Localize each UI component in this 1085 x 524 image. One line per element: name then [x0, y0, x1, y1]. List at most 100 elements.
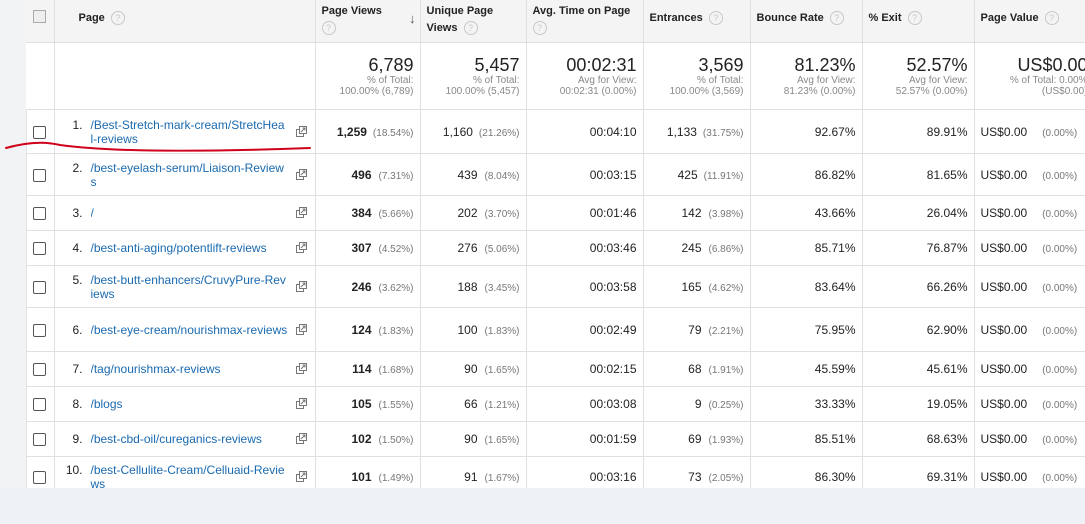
- popout-icon[interactable]: [295, 398, 307, 409]
- popout-icon[interactable]: [295, 125, 307, 137]
- row-checkbox[interactable]: [33, 168, 47, 182]
- row-checkbox[interactable]: [33, 125, 47, 139]
- col-avg-time[interactable]: Avg. Time on Page?: [526, 0, 644, 43]
- report-table-container: Page? Page Views? ↓ Unique Page Views? Av…: [26, 0, 1085, 488]
- row-select-cell[interactable]: [26, 109, 55, 154]
- bounce-rate-value: 86.82%: [814, 167, 856, 182]
- avg-time-cell: 00:01:46: [526, 195, 644, 231]
- row-select-cell[interactable]: [26, 153, 55, 196]
- col-entrances[interactable]: Entrances?: [643, 0, 751, 43]
- popout-icon[interactable]: [295, 363, 307, 374]
- row-number: 10.: [65, 462, 83, 477]
- entrances-value: 68: [688, 362, 702, 376]
- entrances-cell: 68 (1.91%): [643, 351, 751, 387]
- select-all-cell[interactable]: [26, 0, 55, 43]
- unique-page-views-pct: (21.26%): [478, 127, 520, 139]
- total-sub: % of Total: 0.00%: [1009, 75, 1085, 86]
- popout-icon[interactable]: [295, 433, 307, 444]
- page-link[interactable]: /best-eyelash-serum/Liaison-Reviews: [90, 160, 284, 189]
- row-checkbox[interactable]: [33, 242, 47, 256]
- row-checkbox[interactable]: [33, 323, 47, 337]
- popout-icon[interactable]: [295, 323, 307, 335]
- exit-cell: 81.65%: [862, 153, 975, 196]
- row-checkbox[interactable]: [33, 207, 47, 221]
- help-icon[interactable]: ?: [907, 11, 922, 25]
- col-page-value[interactable]: Page Value?: [974, 0, 1085, 43]
- row-checkbox[interactable]: [33, 363, 47, 377]
- page-value-pct: (0.00%): [1042, 244, 1078, 255]
- page-link[interactable]: /best-Cellulite-Cream/Celluaid-Reviews: [90, 462, 285, 489]
- help-icon[interactable]: ?: [321, 21, 336, 36]
- help-icon[interactable]: ?: [463, 21, 478, 36]
- avg-time-value: 00:03:15: [589, 167, 637, 182]
- row-select-cell[interactable]: [26, 456, 55, 488]
- row-checkbox[interactable]: [33, 470, 47, 484]
- page-link[interactable]: /best-cbd-oil/cureganics-reviews: [90, 432, 262, 446]
- col-exit-label: % Exit: [868, 12, 902, 24]
- row-select-cell[interactable]: [26, 351, 55, 387]
- page-link[interactable]: /best-eye-cream/nourishmax-reviews: [90, 322, 287, 337]
- help-icon[interactable]: ?: [708, 11, 723, 25]
- page-views-pct: (7.31%): [378, 170, 414, 182]
- page-views-cell: 246 (3.62%): [315, 265, 421, 308]
- table-row: 9. /best-cbd-oil/cureganics-reviews 102 (1.…: [26, 421, 1085, 457]
- popout-icon[interactable]: [295, 470, 307, 482]
- page-views-cell: 496 (7.31%): [315, 153, 421, 196]
- col-bounce-rate[interactable]: Bounce Rate?: [750, 0, 863, 43]
- help-icon[interactable]: ?: [1044, 11, 1059, 25]
- row-number: 5.: [72, 272, 83, 287]
- page-cell: 2. /best-eyelash-serum/Liaison-Reviews: [54, 153, 316, 196]
- col-page-views[interactable]: Page Views? ↓: [315, 0, 421, 43]
- page-link[interactable]: /tag/nourishmax-reviews: [90, 362, 221, 376]
- entrances-value: 1,133: [666, 124, 697, 139]
- bounce-rate-cell: 86.82%: [750, 153, 863, 196]
- unique-page-views-pct: (1.21%): [484, 400, 520, 411]
- page-views-pct: (1.49%): [378, 472, 414, 484]
- row-checkbox[interactable]: [33, 433, 47, 447]
- col-bounce-rate-label: Bounce Rate: [756, 12, 824, 24]
- page-link[interactable]: /blogs: [90, 397, 123, 411]
- unique-page-views-pct: (3.70%): [484, 209, 520, 220]
- row-select-cell[interactable]: [26, 265, 55, 308]
- total-sub: 100.00% (6,789): [339, 86, 414, 97]
- page-link[interactable]: /best-butt-enhancers/CruvyPure-Reviews: [90, 272, 286, 301]
- sort-desc-icon[interactable]: ↓: [409, 11, 416, 26]
- col-page[interactable]: Page?: [54, 0, 316, 43]
- popout-icon[interactable]: [295, 280, 307, 292]
- entrances-pct: (6.86%): [708, 244, 744, 255]
- page-link[interactable]: /Best-Stretch-mark-cream/StretcHeal-revi…: [90, 117, 285, 146]
- select-all-checkbox[interactable]: [33, 10, 47, 23]
- help-icon[interactable]: ?: [110, 11, 125, 25]
- page-value-cell: US$0.00 (0.00%): [974, 351, 1085, 387]
- avg-time-value: 00:02:15: [589, 362, 637, 376]
- exit-value: 19.05%: [926, 397, 968, 411]
- avg-time-cell: 00:03:46: [526, 230, 644, 266]
- page-link[interactable]: /best-anti-aging/potentlift-reviews: [90, 241, 267, 255]
- popout-icon[interactable]: [295, 168, 307, 180]
- row-select-cell[interactable]: [26, 421, 55, 457]
- bounce-rate-value: 43.66%: [814, 206, 856, 220]
- popout-icon[interactable]: [295, 242, 307, 253]
- row-checkbox[interactable]: [33, 280, 47, 294]
- row-select-cell[interactable]: [26, 386, 55, 422]
- bounce-rate-cell: 85.71%: [750, 230, 863, 266]
- row-select-cell[interactable]: [26, 230, 55, 266]
- total-value: 5,457: [474, 55, 520, 75]
- bounce-rate-cell: 85.51%: [750, 421, 863, 457]
- bounce-rate-value: 85.51%: [814, 432, 856, 446]
- popout-icon[interactable]: [295, 207, 307, 218]
- page-link[interactable]: /: [90, 206, 94, 220]
- col-exit[interactable]: % Exit?: [862, 0, 975, 43]
- left-rail: [0, 0, 27, 488]
- col-unique-page-views[interactable]: Unique Page Views?: [420, 0, 527, 43]
- exit-cell: 76.87%: [862, 230, 975, 266]
- row-checkbox[interactable]: [33, 398, 47, 412]
- row-select-cell[interactable]: [26, 307, 55, 352]
- page-value-value: US$0.00: [980, 279, 1028, 294]
- row-select-cell[interactable]: [26, 195, 55, 231]
- help-icon[interactable]: ?: [829, 11, 844, 25]
- page-views-value: 102: [351, 432, 372, 446]
- unique-page-views-cell: 90 (1.65%): [420, 351, 527, 387]
- page-views-cell: 1,259 (18.54%): [315, 109, 421, 154]
- help-icon[interactable]: ?: [532, 21, 547, 36]
